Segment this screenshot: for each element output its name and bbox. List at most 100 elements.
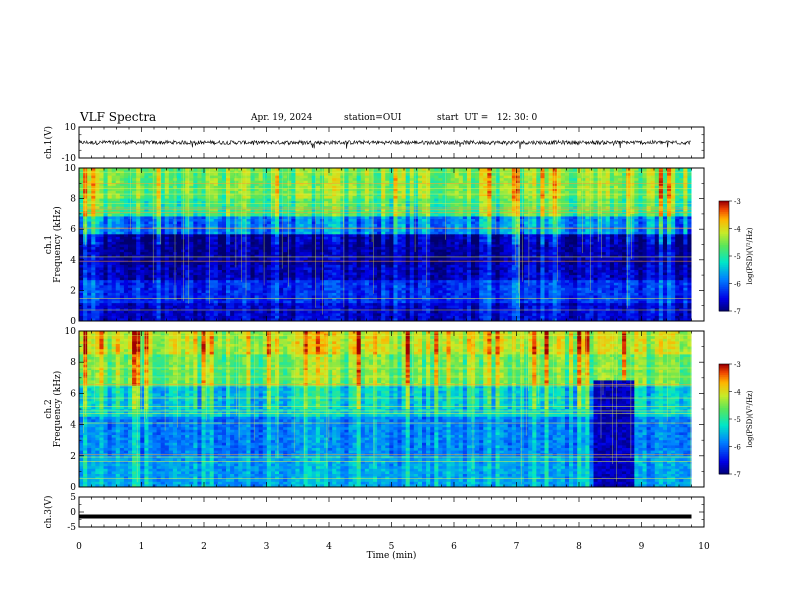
ch1-spec-cell — [87, 183, 92, 187]
ch1-spec-cell — [221, 249, 227, 253]
ch1-spec-cell — [642, 239, 647, 243]
ch1-spec-cell — [524, 173, 529, 177]
ch1-spec-cell — [503, 198, 509, 202]
ch1-spec-cell — [377, 201, 382, 205]
ch1-spec-cell — [283, 241, 288, 245]
ch1-spec-cell — [556, 185, 562, 189]
ch1-spec-cell — [487, 224, 492, 228]
ch1-spec-cell — [417, 198, 423, 202]
ch1-spec-cell — [209, 236, 215, 240]
ch1-spec-cell — [634, 203, 639, 207]
start-time-label: start UT = 12: 30: 0 — [437, 113, 538, 123]
ch1-spec-cell — [336, 196, 341, 199]
ch1-spec-cell — [462, 168, 468, 171]
ch1-spec-cell — [609, 188, 615, 192]
ch1-spec-cell — [609, 213, 615, 217]
ch1-spec-cell — [242, 196, 247, 199]
ch1-spec-cell — [107, 249, 113, 253]
ch1-spec-cell — [95, 168, 100, 171]
ch1-spec-cell — [311, 196, 317, 199]
ch1-spec-cell — [683, 221, 688, 225]
ch1-spec-cell — [185, 224, 190, 228]
ch1-spec-cell — [123, 234, 129, 238]
ch1-spec-cell — [360, 224, 366, 228]
ch1-spec-cell — [479, 188, 484, 192]
ch1-spec-cell — [360, 249, 366, 253]
ch1-spec-cell — [434, 193, 439, 197]
ch1-spec-cell — [119, 213, 125, 217]
ch1-spec-cell — [238, 188, 243, 192]
ch1-spec-cell — [618, 180, 623, 184]
ch1-spec-cell — [654, 224, 660, 228]
ch1-spec-cell — [642, 203, 647, 207]
ch1-spec-cell — [315, 221, 321, 225]
ch1-spec-cell — [593, 244, 598, 248]
ch1-spec-cell — [373, 201, 378, 205]
ch1-spec-cell — [213, 173, 219, 177]
ch1-spec-cell — [654, 244, 660, 248]
ch1-spec-cell — [352, 180, 358, 184]
ch1-spec-cell — [434, 183, 439, 187]
ch1-spec-cell — [213, 196, 219, 199]
ch1-spec-cell — [315, 247, 321, 250]
ch1-spec-cell — [254, 231, 260, 235]
ch1-spec-cell — [254, 175, 260, 179]
ch1-spec-cell — [311, 249, 317, 253]
ch1-spec-cell — [189, 239, 194, 243]
ch1-spec-cell — [107, 241, 113, 245]
ch1-spec-cell — [328, 193, 333, 197]
ch1-spec-cell — [197, 178, 202, 182]
ch1-spec-cell — [119, 178, 125, 182]
ch1-spec-cell — [569, 198, 574, 202]
ch1-spec-cell — [238, 224, 243, 228]
ch1-spec-cell — [201, 193, 206, 197]
ch1-spec-cell — [234, 224, 239, 228]
ch1-spec-cell — [258, 175, 264, 179]
ch1-spec-cell — [140, 198, 145, 202]
ch1-spec-cell — [103, 190, 108, 194]
ch1-spec-cell — [136, 216, 141, 220]
ch1-spec-cell — [136, 249, 141, 253]
ch1-spec-cell — [605, 239, 611, 243]
ch1-spec-cell — [597, 178, 603, 182]
ch1-spec-cell — [634, 183, 639, 187]
ch1-spec-cell — [160, 216, 166, 220]
ch1-spec-cell — [250, 178, 255, 182]
ch1-spec-cell — [495, 239, 500, 243]
ch1-spec-cell — [364, 211, 370, 215]
ch1-spec-cell — [168, 168, 174, 171]
ch1-spec-cell — [409, 224, 415, 228]
ch1-spec-cell — [307, 175, 313, 179]
ch1-spec-cell — [654, 216, 660, 220]
ch1-spec-cell — [95, 247, 100, 250]
ch1-spec-cell — [409, 216, 415, 220]
ch1-spec-cell — [356, 224, 362, 228]
ch1-spec-cell — [238, 216, 243, 220]
ch1-spec-cell — [95, 231, 100, 235]
ch1-spec-cell — [422, 239, 427, 243]
ch1-spec-cell — [622, 208, 627, 212]
ch1-spec-cell — [597, 208, 603, 212]
ch1-spec-cell — [556, 208, 562, 212]
ch1-spec-cell — [593, 201, 598, 205]
ch1-spec-cell — [662, 239, 668, 243]
ch1-spec-cell — [160, 203, 166, 207]
ch1-spec-cell — [238, 201, 243, 205]
ch1-spec-cell — [642, 180, 647, 184]
ch1-spec-cell — [115, 219, 121, 222]
ch1-spec-cell — [491, 231, 496, 235]
ch1-spec-cell — [622, 183, 627, 187]
ch1-spec-cell — [503, 213, 509, 217]
ch1-spec-cell — [311, 173, 317, 177]
ch1-spec-cell — [291, 168, 296, 171]
ch1-spec-cell — [209, 224, 215, 228]
ch1-spec-cell — [324, 188, 329, 192]
ch1-spec-cell — [667, 196, 672, 199]
ch1-spec-cell — [307, 190, 313, 194]
ch1-spec-cell — [152, 178, 157, 182]
ch1-spec-cell — [164, 224, 170, 228]
ch1-spec-cell — [667, 247, 672, 250]
ch1-spec-cell — [238, 208, 243, 212]
ch1-spec-cell — [79, 249, 84, 253]
ch1-spec-cell — [258, 231, 264, 235]
